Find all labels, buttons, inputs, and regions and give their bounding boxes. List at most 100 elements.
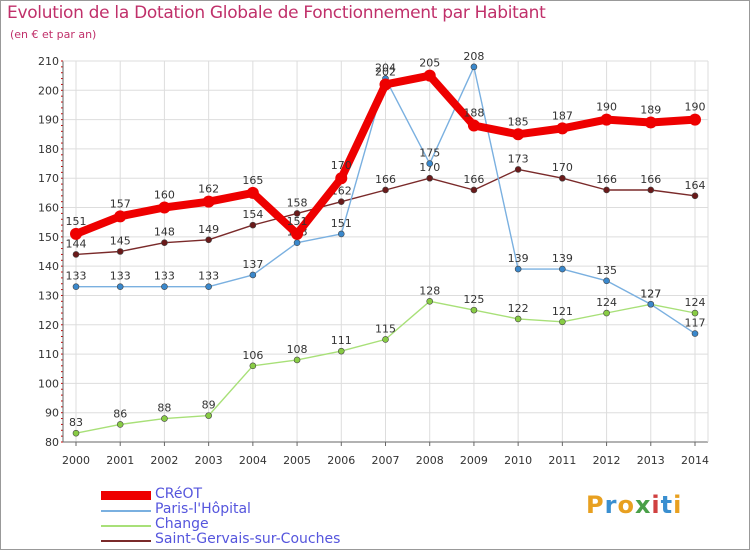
data-label: 133 — [198, 270, 219, 283]
y-tick-label: 90 — [45, 407, 59, 420]
data-point — [161, 239, 168, 247]
data-label: 121 — [552, 305, 573, 318]
data-point — [249, 271, 257, 279]
data-point — [559, 174, 566, 182]
data-point — [382, 336, 389, 343]
logo-letter: t — [660, 491, 674, 519]
data-point — [205, 283, 212, 290]
data-point — [559, 318, 566, 326]
data-label: 202 — [375, 65, 396, 78]
data-point — [161, 415, 168, 422]
data-point — [514, 315, 522, 323]
data-point — [470, 63, 478, 71]
x-tick-label: 2003 — [195, 454, 223, 467]
y-tick-label: 170 — [38, 172, 59, 185]
data-label: 160 — [154, 189, 175, 202]
y-tick-label: 140 — [38, 260, 59, 273]
data-label: 133 — [110, 270, 131, 283]
data-label: 164 — [685, 179, 706, 192]
data-point — [514, 265, 522, 273]
y-tick-label: 210 — [38, 55, 59, 68]
data-point — [603, 186, 610, 194]
data-point — [691, 309, 699, 317]
data-label: 133 — [154, 270, 175, 283]
data-label: 166 — [640, 173, 661, 186]
data-point — [382, 186, 389, 194]
data-label: 89 — [202, 399, 216, 412]
data-point — [72, 251, 80, 258]
legend-swatch-saint-gervais — [101, 540, 151, 542]
data-label: 173 — [508, 152, 529, 165]
data-point — [647, 186, 655, 194]
data-point — [246, 186, 259, 199]
x-tick-label: 2002 — [150, 454, 178, 467]
data-label: 86 — [113, 407, 127, 420]
y-tick-label: 80 — [45, 436, 59, 449]
data-label: 144 — [66, 237, 87, 250]
data-label: 166 — [375, 173, 396, 186]
data-label: 145 — [110, 235, 131, 248]
x-tick-label: 2005 — [283, 454, 311, 467]
data-point — [603, 277, 610, 285]
data-point — [249, 221, 257, 229]
data-point — [467, 119, 480, 132]
data-point — [293, 210, 301, 217]
data-label: 170 — [419, 161, 440, 174]
data-label: 139 — [508, 252, 529, 265]
data-point — [72, 283, 80, 290]
logo-letter: r — [604, 491, 618, 519]
data-point — [514, 166, 522, 173]
logo-letter: i — [651, 491, 661, 519]
data-point — [603, 309, 610, 317]
data-point — [158, 201, 171, 214]
logo-letter: x — [634, 491, 652, 519]
data-label: 154 — [242, 208, 263, 221]
legend-label-change: Change — [155, 516, 209, 532]
data-point — [556, 122, 569, 135]
y-tick-label: 110 — [38, 348, 59, 361]
data-label: 189 — [640, 104, 661, 117]
data-point — [600, 113, 613, 126]
y-tick-label: 130 — [38, 289, 59, 302]
data-label: 151 — [331, 217, 352, 230]
data-label: 135 — [596, 264, 617, 277]
data-label: 83 — [69, 416, 83, 429]
data-point — [512, 128, 525, 141]
data-point — [70, 227, 82, 240]
data-point — [426, 298, 434, 305]
data-label: 133 — [66, 270, 87, 283]
y-tick-label: 150 — [38, 231, 59, 244]
x-tick-label: 2004 — [239, 454, 267, 467]
data-point — [423, 69, 436, 82]
data-label: 158 — [287, 196, 308, 209]
data-label: 148 — [154, 226, 175, 239]
x-tick-label: 2010 — [504, 454, 532, 467]
data-point — [116, 421, 124, 428]
data-point — [72, 429, 80, 437]
y-tick-label: 180 — [38, 143, 59, 156]
legend-label-creot: CRéOT — [155, 486, 203, 502]
x-tick-label: 2009 — [460, 454, 488, 467]
data-label: 125 — [463, 293, 484, 306]
legend-swatch-paris — [101, 510, 151, 512]
data-point — [689, 113, 701, 126]
x-tick-label: 2008 — [416, 454, 444, 467]
data-label: 88 — [157, 402, 171, 415]
data-label: 111 — [331, 334, 352, 347]
data-label: 106 — [242, 349, 263, 362]
data-label: 117 — [685, 317, 706, 330]
legend-swatch-creot — [101, 491, 151, 500]
proxiti-logo: Proxiti — [586, 491, 682, 519]
data-point — [691, 330, 699, 337]
data-point — [470, 186, 478, 194]
data-label: 188 — [463, 106, 484, 119]
data-label: 166 — [463, 173, 484, 186]
logo-letter: o — [617, 491, 635, 519]
data-point — [205, 412, 212, 419]
data-point — [426, 160, 434, 167]
chart-subtitle: (en € et par an) — [10, 28, 97, 41]
data-label: 115 — [375, 322, 396, 335]
data-label: 122 — [508, 302, 529, 315]
x-tick-label: 2000 — [62, 454, 90, 467]
